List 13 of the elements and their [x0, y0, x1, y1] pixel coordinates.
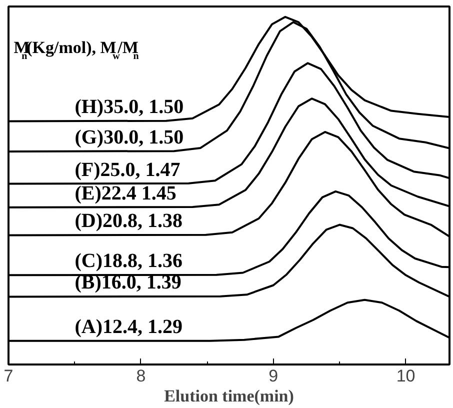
- x-tick-label: 9: [268, 366, 278, 386]
- x-axis-title: Elution time(min): [164, 386, 294, 406]
- x-tick-label: 7: [4, 366, 14, 386]
- series-label: (B)16.0, 1.39: [74, 272, 182, 294]
- series-label: (G)30.0, 1.50: [74, 126, 184, 148]
- x-tick-label: 10: [396, 366, 416, 386]
- series-label: (F)25.0, 1.47: [74, 158, 180, 181]
- series-label: (D)20.8, 1.38: [74, 210, 182, 232]
- series-label: (C)18.8, 1.36: [74, 250, 182, 272]
- series-label: (A)12.4, 1.29: [74, 316, 182, 338]
- series-label: (H)35.0, 1.50: [74, 96, 184, 118]
- series-label: (E)22.4 1.45: [74, 182, 176, 204]
- x-tick-label: 8: [136, 366, 146, 386]
